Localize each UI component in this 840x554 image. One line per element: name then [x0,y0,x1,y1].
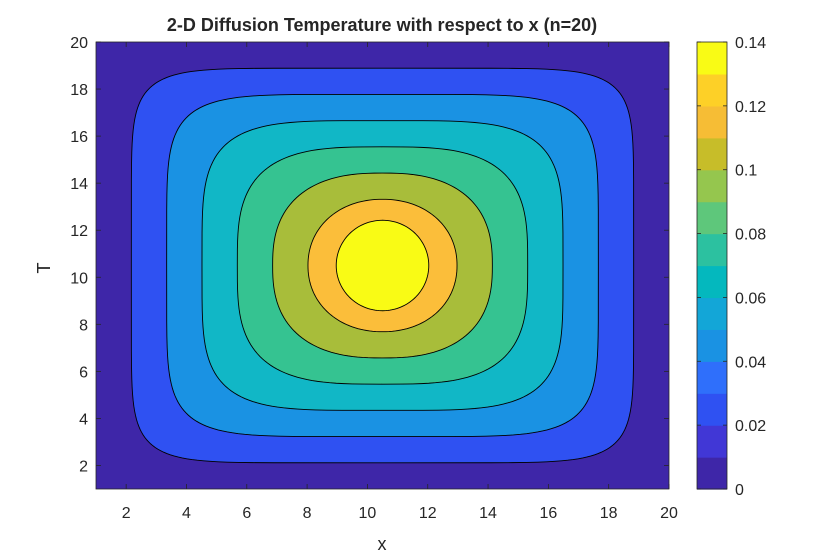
colorbar-swatch [697,425,727,458]
colorbar-tick-label: 0.08 [735,227,766,244]
colorbar-swatch [697,265,727,299]
y-tick-label: 14 [70,176,88,193]
colorbar-tick-label: 0 [735,482,744,499]
colorbar-tick-label: 0.06 [735,290,766,307]
colorbar-swatch [697,457,727,490]
x-tick-label: 12 [419,505,437,522]
y-tick-label: 6 [79,364,88,381]
colorbar-tick-label: 0.14 [735,35,766,52]
y-tick-label: 20 [70,35,88,52]
colorbar-swatch [697,393,727,426]
colorbar-swatch [697,329,727,362]
colorbar-swatch [697,201,727,235]
colorbar-swatch [697,137,727,171]
y-axis: 2 4 6 8 10 12 14 16 18 20 [70,35,669,475]
colorbar-swatch [697,297,727,330]
x-tick-label: 10 [359,505,377,522]
y-tick-label: 10 [70,270,88,287]
colorbar-swatch [697,105,727,139]
chart-title: 2-D Diffusion Temperature with respect t… [167,15,597,35]
colorbar-frame [696,41,728,490]
x-tick-label: 14 [479,505,497,522]
contour-band-7 [335,219,430,312]
y-axis-label: T [34,263,54,274]
x-tick-label: 18 [600,505,618,522]
y-tick-label: 18 [70,82,88,99]
plot-frame [95,41,670,490]
x-tick-label: 6 [242,505,251,522]
colorbar-swatch [697,361,727,394]
colorbar: 0 0.02 0.04 0.06 0.08 0.1 0.12 0.14 [696,35,766,499]
colorbar-tick-label: 0.02 [735,418,766,435]
y-tick-label: 8 [79,317,88,334]
y-tick-label: 12 [70,223,88,240]
y-tick-label: 4 [79,411,88,428]
x-tick-label: 8 [303,505,312,522]
y-tick-label: 2 [79,458,88,475]
x-tick-label: 20 [660,505,678,522]
colorbar-swatch [697,73,727,107]
colorbar-swatch [697,169,727,203]
x-tick-label: 4 [182,505,191,522]
colorbar-tick-label: 0.12 [735,99,766,116]
colorbar-swatch [697,42,727,75]
colorbar-tick-label: 0.04 [735,354,766,371]
x-tick-label: 2 [122,505,131,522]
y-tick-label: 16 [70,129,88,146]
x-tick-label: 16 [539,505,557,522]
colorbar-swatch [697,233,727,267]
plot-area [95,41,670,490]
x-axis-label: x [378,534,387,554]
x-axis: 2 4 6 8 10 12 14 16 18 20 [122,42,678,522]
colorbar-tick-label: 0.1 [735,163,757,180]
